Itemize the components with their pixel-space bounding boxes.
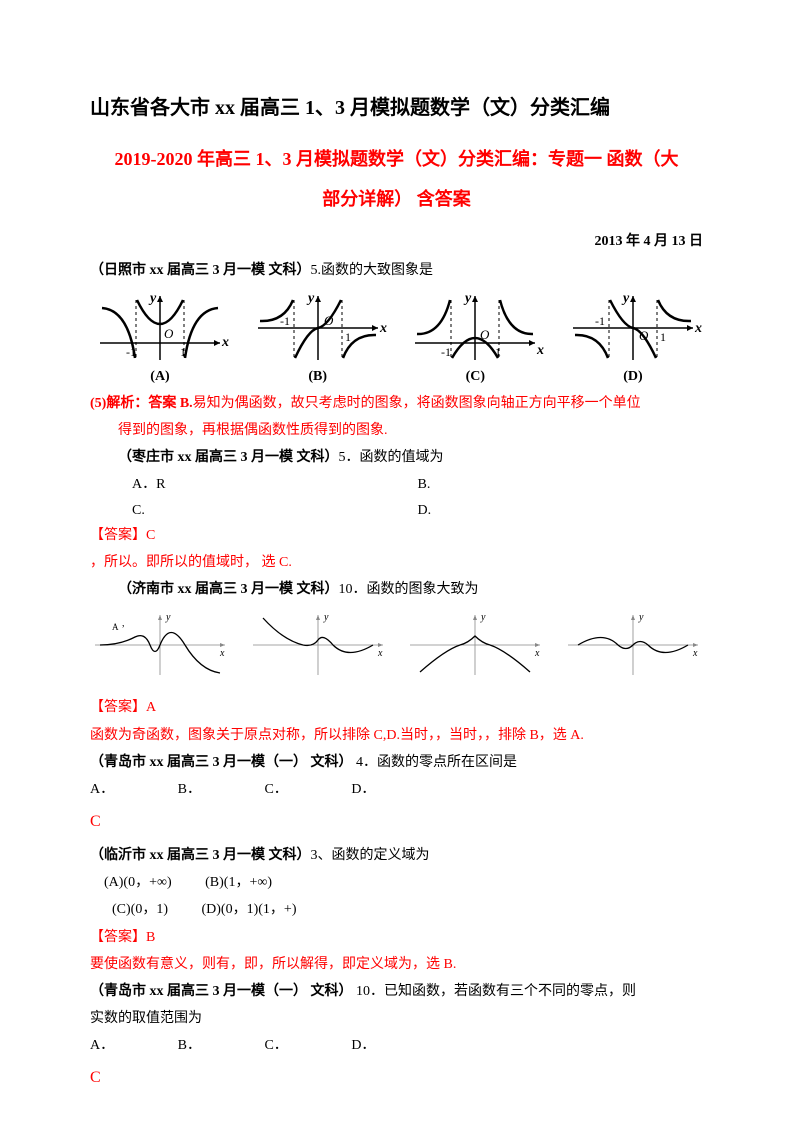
graph2-c: x y [405,610,545,689]
q5-options-ab: (A)(0，+∞) (B)(1，+∞) [90,870,703,895]
q1-sol-body: 易知为偶函数，故只考虑时的图象，将函数图象向轴正方向平移一个单位 [193,396,641,411]
q6-options: A． B． C． D． [90,1033,703,1058]
svg-text:A: A [112,622,119,632]
subtitle-line2: 部分详解） 含答案 [322,189,471,209]
svg-text:-1: -1 [595,314,605,328]
q5-answer: 【答案】B [90,925,703,950]
q4-opt-d: D． [351,777,375,802]
q1-source: （日照市 xx 届高三 3 月一模 文科） [90,263,311,278]
q6-opt-a: A． [90,1033,114,1058]
q5-options-cd: (C)(0，1) (D)(0，1)(1，+) [90,897,703,922]
graph-c-label: (C) [405,364,545,389]
svg-text:y: y [638,612,644,623]
q1-prompt: （日照市 xx 届高三 3 月一模 文科）5.函数的大致图象是 [90,258,703,283]
main-title: 山东省各大市 xx 届高三 1、3 月模拟题数学（文）分类汇编 [90,90,703,126]
q4-opt-a: A． [90,777,114,802]
svg-text:y: y [621,291,630,306]
graph-d: x y O -1 1 (D) [563,288,703,389]
graph2-d: x y [563,610,703,689]
q5-opt-c: (C)(0，1) [112,897,168,922]
q2-opt-b: B. [418,472,704,497]
q6-opt-b: B． [178,1033,201,1058]
graph-a: x y O -1 1 (A) [90,288,230,389]
q3-prompt: （济南市 xx 届高三 3 月一模 文科）10．函数的图象大致为 [90,577,703,602]
graph-b-label: (B) [248,364,388,389]
q1-solution: (5)解析：答案 B.易知为偶函数，故只考虑时的图象，将函数图象向轴正方向平移一… [90,391,703,416]
q6-prompt: （青岛市 xx 届高三 3 月一模（一） 文科） 10．已知函数，若函数有三个不… [90,979,703,1004]
subtitle-line1: 2019-2020 年高三 1、3 月模拟题数学（文）分类汇编：专题一 函数（大 [115,149,679,169]
q4-text: 4．函数的零点所在区间是 [353,755,518,770]
q2-options-cd: C. D. [90,498,703,523]
q2-sol: ，所以。即所以的值域时， 选 C. [90,550,703,575]
graph-b: x y O -1 1 (B) [248,288,388,389]
q2-answer: 【答案】C [90,523,703,548]
q1-graphs: x y O -1 1 (A) x y O -1 1 [90,288,703,389]
q4-answer: C [90,808,703,837]
q2-options-ab: A．R B. [90,472,703,497]
graph2-b: x y [248,610,388,689]
q4-source: （青岛市 xx 届高三 3 月一模（一） 文科） [90,755,353,770]
svg-text:y: y [463,291,472,306]
q5-source: （临沂市 xx 届高三 3 月一模 文科） [90,848,311,863]
q2-source: （枣庄市 xx 届高三 3 月一模 文科） [118,450,339,465]
svg-text:x: x [379,321,387,336]
q4-options: A． B． C． D． [90,777,703,802]
svg-text:x: x [377,648,383,659]
q5-opt-b: (B)(1，+∞) [205,870,272,895]
q6-opt-d: D． [351,1033,375,1058]
svg-text:1: 1 [345,330,351,344]
q1-solution2: 得到的图象，再根据偶函数性质得到的图象. [90,418,703,443]
svg-text:x: x [534,648,540,659]
graph-a-label: (A) [90,364,230,389]
q5-text: 3、函数的定义域为 [311,848,430,863]
q4-prompt: （青岛市 xx 届高三 3 月一模（一） 文科） 4．函数的零点所在区间是 [90,750,703,775]
q1-sol-prefix: (5)解析：答案 B. [90,396,193,411]
svg-text:y: y [306,291,315,306]
q6-prompt2: 实数的取值范围为 [90,1006,703,1031]
q6-source: （青岛市 xx 届高三 3 月一模（一） 文科） [90,984,353,999]
q1-text: 5.函数的大致图象是 [311,263,434,278]
q3-answer: 【答案】A [90,695,703,720]
svg-text:y: y [165,612,171,623]
q4-opt-c: C． [264,777,287,802]
q5-sol: 要使函数有意义，则有，即，所以解得，即定义域为，选 B. [90,952,703,977]
q5-prompt: （临沂市 xx 届高三 3 月一模 文科）3、函数的定义域为 [90,843,703,868]
q5-opt-d: (D)(0，1)(1，+) [202,897,297,922]
q3-text: 10．函数的图象大致为 [339,582,479,597]
q3-sol: 函数为奇函数，图象关于原点对称，所以排除 C,D.当时，，当时，，排除 B，选 … [90,723,703,748]
svg-text:x: x [536,343,544,358]
svg-text:y: y [148,291,157,306]
q3-source: （济南市 xx 届高三 3 月一模 文科） [118,582,339,597]
svg-text:x: x [694,321,702,336]
svg-text:y: y [480,612,486,623]
q6-opt-c: C． [264,1033,287,1058]
q2-opt-d: D. [418,498,704,523]
graph-c: x y O -1 1 (C) [405,288,545,389]
q2-text: 5．函数的值域为 [339,450,444,465]
svg-text:O: O [164,326,174,341]
q5-opt-a: (A)(0，+∞) [104,870,172,895]
svg-text:-1: -1 [441,345,451,359]
q2-prompt: （枣庄市 xx 届高三 3 月一模 文科）5．函数的值域为 [90,445,703,470]
graph2-a: x y A , [90,610,230,689]
q2-opt-a: A．R [132,472,418,497]
svg-text:1: 1 [660,330,666,344]
svg-text:x: x [221,335,229,350]
q4-opt-b: B． [178,777,201,802]
svg-text:y: y [323,612,329,623]
subtitle: 2019-2020 年高三 1、3 月模拟题数学（文）分类汇编：专题一 函数（大… [90,140,703,219]
q3-graphs: x y A , x y x y [90,610,703,689]
svg-text:x: x [219,648,225,659]
svg-text:,: , [122,618,125,629]
q2-opt-c: C. [132,498,418,523]
q6-text: 10．已知函数，若函数有三个不同的零点，则 [353,984,637,999]
q6-answer: C [90,1064,703,1093]
date: 2013 年 4 月 13 日 [90,229,703,254]
svg-text:x: x [692,648,698,659]
graph-d-label: (D) [563,364,703,389]
